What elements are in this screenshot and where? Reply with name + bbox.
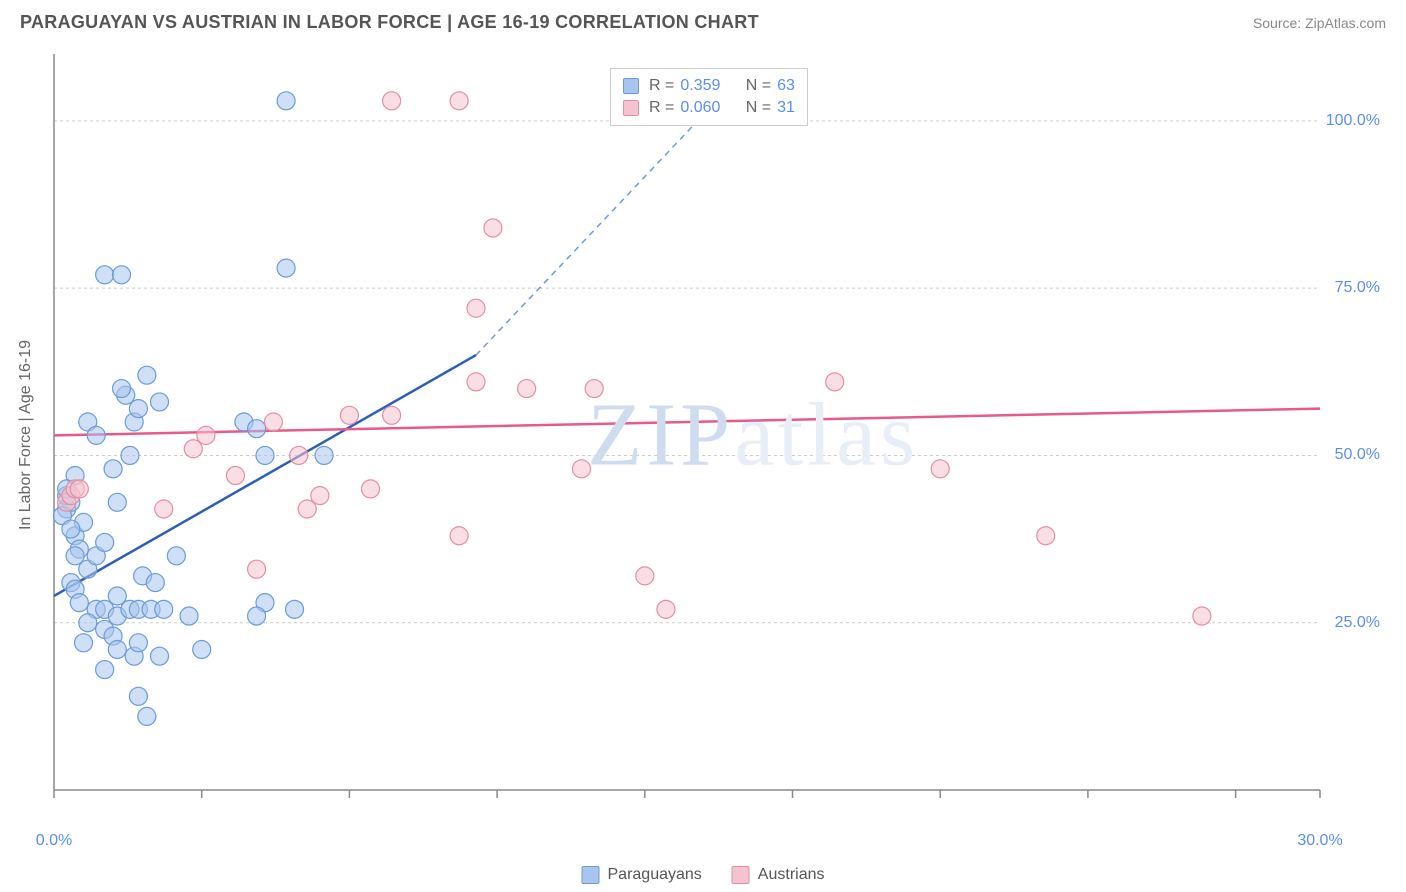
y-axis-label: In Labor Force | Age 16-19 (17, 340, 35, 530)
scatter-plot (50, 50, 1390, 820)
y-tick-label: 75.0% (1335, 279, 1380, 297)
stat-n: 63 (777, 77, 795, 95)
legend-swatch (732, 866, 750, 884)
chart-title: PARAGUAYAN VS AUSTRIAN IN LABOR FORCE | … (20, 12, 759, 33)
x-tick-label: 30.0% (1297, 832, 1342, 850)
chart-header: PARAGUAYAN VS AUSTRIAN IN LABOR FORCE | … (0, 0, 1406, 41)
stat-r: 0.359 (680, 77, 720, 95)
stats-swatch (623, 100, 639, 116)
legend-label: Paraguayans (608, 866, 702, 884)
stats-row: R = 0.359 N = 63 (623, 75, 795, 97)
x-tick-label: 0.0% (36, 832, 72, 850)
legend-item: Paraguayans (582, 866, 702, 884)
stat-n: 31 (777, 99, 795, 117)
y-tick-label: 100.0% (1326, 112, 1380, 130)
stat-r: 0.060 (680, 99, 720, 117)
y-tick-label: 25.0% (1335, 614, 1380, 632)
stats-row: R = 0.060 N = 31 (623, 97, 795, 119)
stats-legend-box: R = 0.359 N = 63R = 0.060 N = 31 (610, 68, 808, 126)
legend-bottom: Paraguayans Austrians (582, 866, 825, 884)
legend-swatch (582, 866, 600, 884)
y-tick-label: 50.0% (1335, 446, 1380, 464)
chart-area: In Labor Force | Age 16-19 ZIPatlas R = … (50, 50, 1390, 820)
chart-source: Source: ZipAtlas.com (1253, 15, 1386, 31)
legend-label: Austrians (758, 866, 825, 884)
stats-swatch (623, 78, 639, 94)
legend-item: Austrians (732, 866, 825, 884)
